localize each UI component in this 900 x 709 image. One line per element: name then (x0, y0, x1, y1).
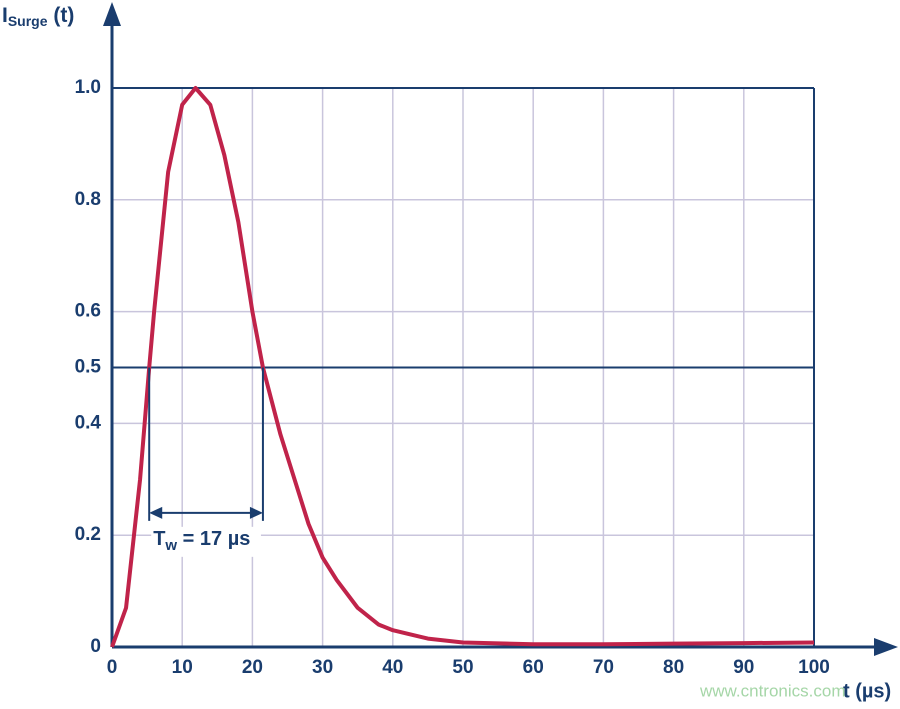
y-tick-label: 1.0 (75, 77, 101, 98)
x-tick-label: 70 (593, 657, 614, 678)
x-tick-label: 50 (452, 657, 473, 678)
y-label-sub: Surge (8, 13, 48, 29)
x-tick-label: 20 (242, 657, 263, 678)
annotation-sub: w (164, 537, 177, 554)
annotation-bg (151, 526, 261, 557)
x-axis-label: t (µs) (843, 680, 891, 702)
y-tick-label: 0.8 (75, 189, 101, 210)
y-tick-label: 0.2 (75, 524, 101, 545)
y-tick-label: 0 (90, 636, 101, 657)
y-tick-label: 0.4 (75, 412, 102, 433)
y-label-main: I (2, 4, 8, 27)
x-axis-arrow (874, 638, 898, 656)
x-tick-label: 30 (312, 657, 333, 678)
x-tick-label: 100 (798, 657, 830, 678)
tw-arrowhead (249, 506, 263, 519)
tw-arrowhead (149, 506, 163, 519)
x-tick-label: 80 (663, 657, 684, 678)
annotation-rest: = 17 µs (177, 528, 250, 550)
x-tick-label: 0 (107, 657, 118, 678)
y-tick-label: 0.6 (75, 301, 101, 322)
y-tick-label: 0.5 (75, 357, 102, 378)
x-tick-label: 60 (523, 657, 544, 678)
y-label-rest: (t) (48, 4, 75, 27)
y-axis-label: ISurge (t) (2, 4, 74, 29)
watermark: www.cntronics.com (699, 681, 845, 700)
x-tick-label: 40 (382, 657, 403, 678)
x-tick-label: 10 (172, 657, 193, 678)
x-tick-label: 90 (733, 657, 754, 678)
annotation-main: T (153, 528, 165, 550)
curve (110, 86, 815, 648)
annotation: Tw = 17 µs (153, 528, 250, 554)
y-axis-arrow (103, 2, 121, 26)
